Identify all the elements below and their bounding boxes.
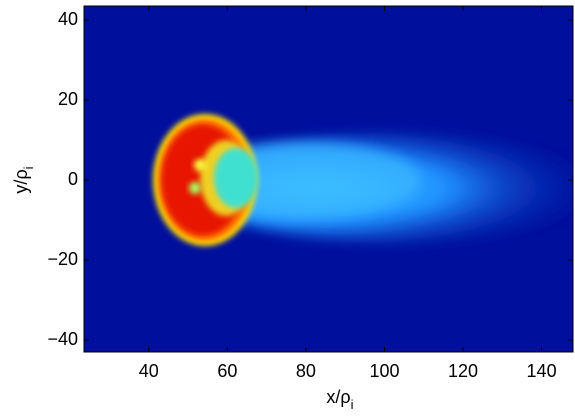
x-axis-label: x/ρi bbox=[326, 387, 353, 413]
x-tick-label: 100 bbox=[369, 361, 399, 381]
y-tick-label: 20 bbox=[58, 89, 78, 109]
x-tick-label: 80 bbox=[296, 361, 316, 381]
heatmap-field bbox=[84, 6, 573, 352]
x-tick-label: 140 bbox=[527, 361, 557, 381]
y-axis-label: y/ρi bbox=[11, 166, 37, 193]
y-tick-label: 40 bbox=[58, 9, 78, 29]
y-tick-label: −20 bbox=[47, 249, 78, 269]
x-tick-label: 60 bbox=[217, 361, 237, 381]
y-tick-label: 0 bbox=[68, 169, 78, 189]
plot-frame bbox=[83, 5, 574, 353]
x-tick-label: 40 bbox=[139, 361, 159, 381]
x-tick-label: 120 bbox=[448, 361, 478, 381]
y-tick-label: −40 bbox=[47, 329, 78, 349]
